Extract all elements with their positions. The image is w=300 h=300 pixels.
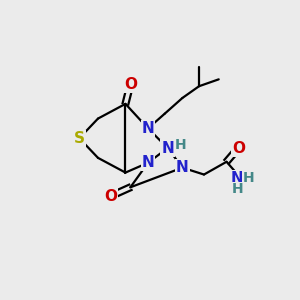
Text: N: N [142, 155, 154, 170]
Text: H: H [242, 172, 254, 185]
Text: N: N [231, 171, 244, 186]
Text: S: S [74, 131, 85, 146]
Text: N: N [161, 140, 174, 155]
Text: O: O [104, 189, 117, 204]
Text: O: O [124, 77, 137, 92]
Text: H: H [175, 138, 186, 152]
Text: O: O [232, 140, 245, 155]
Text: N: N [142, 121, 154, 136]
Text: H: H [232, 182, 243, 196]
Text: N: N [176, 160, 189, 175]
